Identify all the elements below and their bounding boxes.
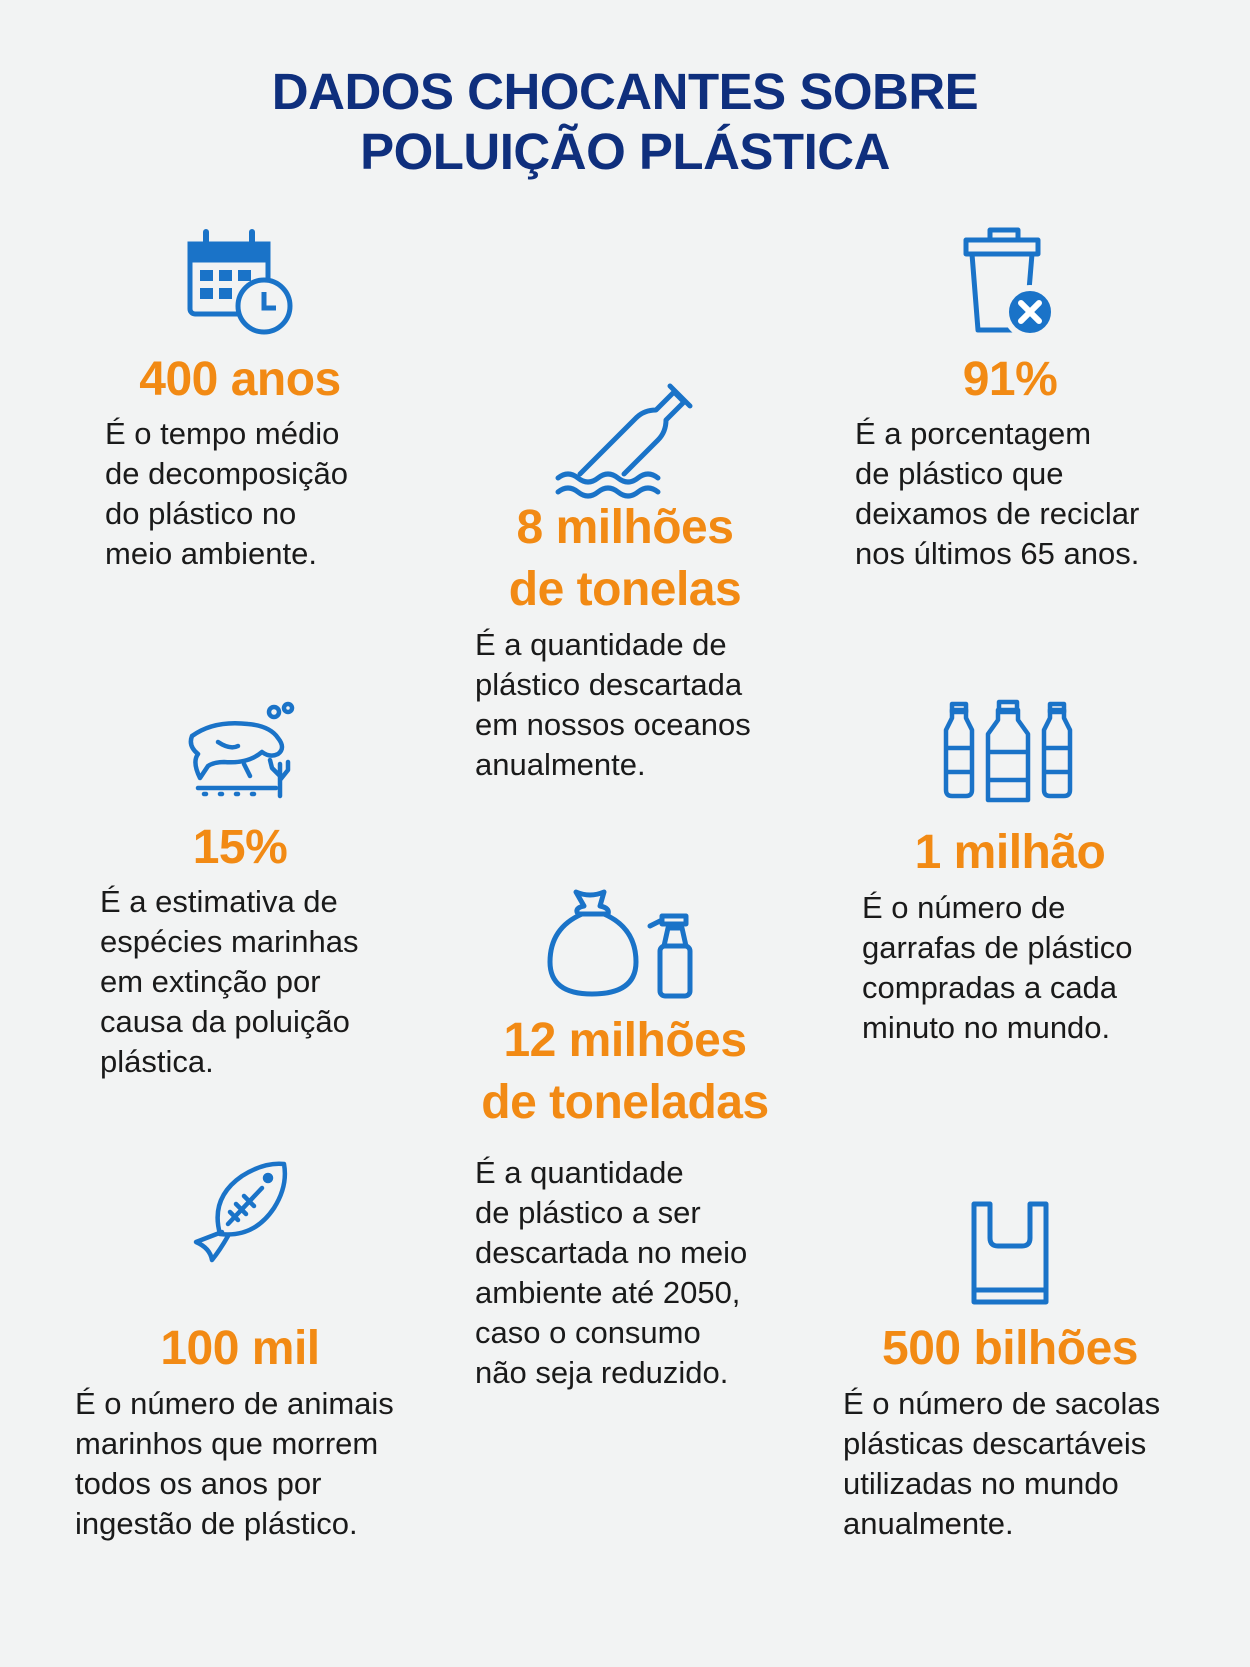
desc-line: marinhos que morrem bbox=[75, 1426, 379, 1461]
desc-line: É o número de animais bbox=[75, 1386, 394, 1421]
desc-line: minuto no mundo. bbox=[862, 1010, 1111, 1045]
fish-skeleton-icon bbox=[190, 1158, 290, 1264]
stat-species: 15% bbox=[80, 817, 400, 879]
stat-bags: 500 bilhões bbox=[840, 1318, 1180, 1380]
stat-animals: 100 mil bbox=[80, 1318, 400, 1380]
desc-line: É a quantidade bbox=[475, 1155, 684, 1190]
desc-line: deixamos de reciclar bbox=[855, 496, 1140, 531]
desc-line: em nossos oceanos bbox=[475, 707, 751, 742]
desc-line: É o tempo médio bbox=[105, 416, 340, 451]
desc-line: plásticas descartáveis bbox=[843, 1426, 1147, 1461]
stat-ocean: 8 milhões de tonelas bbox=[445, 497, 805, 621]
desc-line: de decomposição bbox=[105, 456, 348, 491]
desc-line: em extinção por bbox=[100, 964, 321, 999]
desc-line: de plástico a ser bbox=[475, 1195, 701, 1230]
garbage-bag-spray-icon bbox=[546, 888, 702, 1002]
desc-line: garrafas de plástico bbox=[862, 930, 1133, 965]
desc-line: plástica. bbox=[100, 1044, 214, 1079]
desc-line: meio ambiente. bbox=[105, 536, 317, 571]
desc-line: espécies marinhas bbox=[100, 924, 359, 959]
desc-line: do plástico no bbox=[105, 496, 297, 531]
desc-line: É a porcentagem bbox=[855, 416, 1092, 451]
desc-animals: É o número de animais marinhos que morre… bbox=[75, 1384, 394, 1544]
stat-text: 1 milhão bbox=[914, 826, 1106, 879]
stat-text: 15% bbox=[192, 821, 288, 874]
desc-future: É a quantidade de plástico a ser descart… bbox=[475, 1153, 747, 1393]
stat-text: 400 anos bbox=[139, 353, 341, 406]
stat-text: 12 milhões bbox=[503, 1014, 747, 1067]
stat-text: 500 bilhões bbox=[882, 1322, 1138, 1375]
manatee-icon bbox=[184, 700, 296, 800]
desc-ocean: É a quantidade de plástico descartada em… bbox=[475, 625, 751, 785]
desc-bags: É o número de sacolas plásticas descartá… bbox=[843, 1384, 1160, 1544]
stat-text: 8 milhões bbox=[516, 501, 734, 554]
stat-decomposition: 400 anos bbox=[80, 349, 400, 411]
desc-line: É a quantidade de bbox=[475, 627, 727, 662]
stat-text: de tonelas bbox=[508, 563, 742, 616]
plastic-bag-icon bbox=[970, 1200, 1050, 1306]
desc-line: descartada no meio bbox=[475, 1235, 748, 1270]
stat-text: 91% bbox=[962, 353, 1058, 406]
desc-line: É a estimativa de bbox=[100, 884, 338, 919]
bottle-in-water-icon bbox=[552, 380, 698, 500]
calendar-clock-icon bbox=[186, 229, 294, 338]
desc-recycling: É a porcentagem de plástico que deixamos… bbox=[855, 414, 1139, 574]
desc-line: de plástico que bbox=[855, 456, 1064, 491]
desc-line: plástico descartada bbox=[475, 667, 743, 702]
plastic-bottles-icon bbox=[942, 699, 1078, 806]
desc-line: todos os anos por bbox=[75, 1466, 322, 1501]
desc-line: anualmente. bbox=[843, 1506, 1014, 1541]
title-line-2: POLUIÇÃO PLÁSTICA bbox=[360, 123, 890, 180]
desc-line: utilizadas no mundo bbox=[843, 1466, 1119, 1501]
stat-text: de toneladas bbox=[481, 1076, 769, 1129]
stat-bottles: 1 milhão bbox=[850, 822, 1170, 884]
desc-line: anualmente. bbox=[475, 747, 646, 782]
stat-future: 12 milhões de toneladas bbox=[425, 1010, 825, 1134]
desc-decomposition: É o tempo médio de decomposição do plást… bbox=[105, 414, 348, 574]
desc-line: compradas a cada bbox=[862, 970, 1118, 1005]
desc-line: ingestão de plástico. bbox=[75, 1506, 358, 1541]
desc-line: caso o consumo bbox=[475, 1315, 701, 1350]
title-line-1: DADOS CHOCANTES SOBRE bbox=[271, 63, 979, 120]
desc-line: ambiente até 2050, bbox=[475, 1275, 741, 1310]
desc-line: É o número de bbox=[862, 890, 1066, 925]
desc-bottles: É o número de garrafas de plástico compr… bbox=[862, 888, 1133, 1048]
desc-line: não seja reduzido. bbox=[475, 1355, 729, 1390]
stat-text: 100 mil bbox=[160, 1322, 320, 1375]
trash-can-x-icon bbox=[962, 226, 1062, 339]
desc-line: nos últimos 65 anos. bbox=[855, 536, 1140, 571]
desc-species: É a estimativa de espécies marinhas em e… bbox=[100, 882, 358, 1082]
stat-recycling: 91% bbox=[850, 349, 1170, 411]
page-title: DADOS CHOCANTES SOBRE POLUIÇÃO PLÁSTICA bbox=[0, 62, 1250, 182]
desc-line: causa da poluição bbox=[100, 1004, 350, 1039]
desc-line: É o número de sacolas bbox=[843, 1386, 1161, 1421]
